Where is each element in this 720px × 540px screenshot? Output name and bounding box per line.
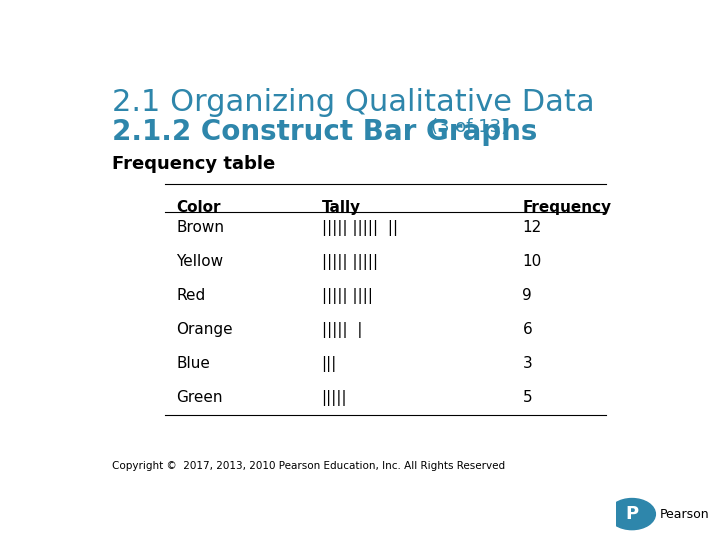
Text: Red: Red [176, 288, 206, 303]
Text: ||||| ||||: ||||| |||| [322, 288, 372, 304]
Text: 10: 10 [523, 254, 541, 269]
Circle shape [608, 498, 655, 530]
Text: |||||: ||||| [322, 390, 347, 407]
Text: Color: Color [176, 200, 221, 215]
Text: Pearson: Pearson [660, 508, 709, 521]
Text: Frequency: Frequency [523, 200, 611, 215]
Text: |||: ||| [322, 356, 337, 372]
Text: P: P [626, 505, 639, 523]
Text: Copyright ©  2017, 2013, 2010 Pearson Education, Inc. All Rights Reserved: Copyright © 2017, 2013, 2010 Pearson Edu… [112, 462, 505, 471]
Text: ||||| |||||: ||||| ||||| [322, 254, 378, 270]
Text: 2.1 Organizing Qualitative Data: 2.1 Organizing Qualitative Data [112, 87, 595, 117]
Text: 3: 3 [523, 356, 532, 372]
Text: (3 of 13): (3 of 13) [431, 118, 508, 136]
Text: |||||  |: ||||| | [322, 322, 362, 338]
Text: Green: Green [176, 390, 223, 406]
Text: Tally: Tally [322, 200, 361, 215]
Text: 6: 6 [523, 322, 532, 337]
Text: 2.1.2 Construct Bar Graphs: 2.1.2 Construct Bar Graphs [112, 118, 538, 146]
Text: Frequency table: Frequency table [112, 155, 276, 173]
Text: Orange: Orange [176, 322, 233, 337]
Text: ||||| |||||  ||: ||||| ||||| || [322, 220, 397, 236]
Text: 9: 9 [523, 288, 532, 303]
Text: Yellow: Yellow [176, 254, 224, 269]
Text: 12: 12 [523, 220, 541, 235]
Text: Blue: Blue [176, 356, 210, 372]
Text: Brown: Brown [176, 220, 225, 235]
Text: 5: 5 [523, 390, 532, 406]
